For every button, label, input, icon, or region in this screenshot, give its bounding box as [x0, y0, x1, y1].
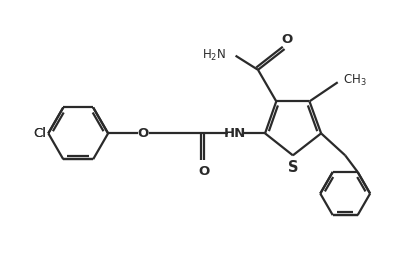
- Text: O: O: [281, 33, 292, 46]
- Text: H$_2$N: H$_2$N: [202, 48, 227, 63]
- Text: CH$_3$: CH$_3$: [343, 73, 367, 88]
- Text: O: O: [138, 127, 149, 140]
- Text: S: S: [288, 160, 298, 175]
- Text: Cl: Cl: [33, 127, 46, 140]
- Text: Cl: Cl: [33, 127, 46, 140]
- Text: HN: HN: [224, 127, 246, 140]
- Text: O: O: [199, 165, 210, 178]
